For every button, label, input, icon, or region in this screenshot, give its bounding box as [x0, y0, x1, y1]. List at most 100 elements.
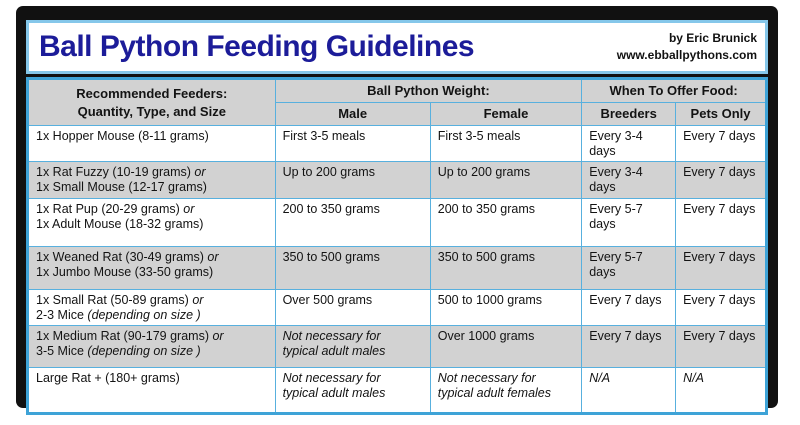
table-cell: First 3-5 meals: [429, 125, 583, 162]
table-cell: Over 500 grams: [274, 289, 431, 326]
table-cell: Every 7 days: [675, 289, 767, 326]
cell-line: Up to 200 grams: [437, 165, 531, 179]
cell-line: First 3-5 meals: [437, 129, 521, 143]
feeding-table: Recommended Feeders: Quantity, Type, and…: [26, 77, 768, 415]
table-cell: 1x Weaned Rat (30-49 grams) or 1x Jumbo M…: [27, 246, 276, 290]
cell-line: typical adult males: [282, 386, 386, 400]
cell-line: Every 7 days: [683, 165, 756, 179]
cell-line: 500 to 1000 grams: [437, 293, 542, 307]
cell-line: N/A: [683, 371, 704, 385]
table-cell: Every 5-7 days: [581, 246, 677, 290]
cell-line: typical adult males: [282, 344, 386, 358]
cell-line: 1x Rat Fuzzy (10-19 grams) or: [36, 165, 206, 179]
table-cell: 200 to 350 grams: [429, 198, 583, 247]
table-cell: Not necessary for typical adult males: [274, 367, 431, 414]
header-row-groups: Recommended Feeders: Quantity, Type, and…: [27, 78, 767, 126]
cell-line: Over 500 grams: [282, 293, 373, 307]
table-cell: Not necessary for typical adult males: [274, 325, 431, 368]
table-row: 1x Rat Fuzzy (10-19 grams) or 1x Small Mo…: [27, 161, 767, 199]
table-cell: 200 to 350 grams: [274, 198, 431, 247]
feeding-table-body: 1x Hopper Mouse (8-11 grams) First 3-5 me…: [27, 125, 767, 414]
table-row: 1x Weaned Rat (30-49 grams) or 1x Jumbo M…: [27, 246, 767, 290]
cell-line: Every 5-7 days: [589, 202, 643, 231]
cell-line: typical adult females: [437, 386, 552, 400]
cell-line: Every 7 days: [589, 329, 662, 343]
table-cell: Every 3-4 days: [581, 161, 677, 199]
header-row-subcolumns: Male Female Breeders Pets Only: [28, 102, 767, 126]
cell-line: Not necessary for: [282, 329, 381, 343]
header-feeders-line2: Quantity, Type, and Size: [77, 103, 226, 119]
header-feeders-line1: Recommended Feeders:: [76, 85, 228, 101]
table-cell: Every 7 days: [675, 161, 767, 199]
cell-line: First 3-5 meals: [282, 129, 366, 143]
cell-line: 1x Rat Pup (20-29 grams) or: [36, 202, 195, 216]
table-header: Recommended Feeders: Quantity, Type, and…: [27, 78, 767, 126]
cell-line: 1x Medium Rat (90-179 grams) or: [36, 329, 224, 343]
cell-line: Not necessary for: [282, 371, 381, 385]
cell-line: Up to 200 grams: [282, 165, 375, 179]
table-cell: 1x Rat Pup (20-29 grams) or 1x Adult Mous…: [27, 198, 276, 247]
table-cell: 350 to 500 grams: [274, 246, 431, 290]
header-offer-group: When To Offer Food:: [581, 78, 767, 103]
cell-line: 3-5 Mice (depending on size ): [36, 344, 201, 358]
credit-block: by Eric Brunick www.ebballpythons.com: [617, 30, 757, 64]
table-cell: 350 to 500 grams: [429, 246, 583, 290]
cell-line: Every 7 days: [683, 250, 756, 264]
cell-line: 1x Adult Mouse (18-32 grams): [36, 217, 204, 231]
table-cell: 500 to 1000 grams: [429, 289, 583, 326]
table-cell: Every 7 days: [675, 246, 767, 290]
title-bar: Ball Python Feeding Guidelines by Eric B…: [26, 20, 768, 74]
cell-line: 200 to 350 grams: [282, 202, 380, 216]
table-cell: N/A: [675, 367, 767, 414]
table-cell: Every 3-4 days: [581, 125, 677, 162]
cell-line: Every 7 days: [683, 293, 756, 307]
cell-line: 350 to 500 grams: [437, 250, 536, 264]
header-male: Male: [274, 102, 431, 126]
table-cell: 1x Rat Fuzzy (10-19 grams) or 1x Small Mo…: [27, 161, 276, 199]
header-pets-only: Pets Only: [675, 102, 767, 126]
cell-line: Over 1000 grams: [437, 329, 535, 343]
table-cell: 1x Hopper Mouse (8-11 grams): [27, 125, 276, 162]
cell-line: Large Rat + (180+ grams): [36, 371, 180, 385]
cell-line: 200 to 350 grams: [437, 202, 536, 216]
table-row: 1x Small Rat (50-89 grams) or 2-3 Mice (d…: [27, 289, 767, 326]
header-feeders: Recommended Feeders: Quantity, Type, and…: [27, 78, 276, 126]
header-breeders: Breeders: [581, 102, 677, 126]
table-cell: Large Rat + (180+ grams): [27, 367, 276, 414]
cell-line: 2-3 Mice (depending on size ): [36, 308, 201, 322]
credit-author: by Eric Brunick: [668, 31, 757, 46]
table-row: 1x Medium Rat (90-179 grams) or 3-5 Mice …: [27, 325, 767, 368]
cell-line: Every 7 days: [683, 129, 756, 143]
cell-line: 1x Jumbo Mouse (33-50 grams): [36, 265, 214, 279]
cell-line: Not necessary for: [437, 371, 536, 385]
cell-line: Every 7 days: [589, 293, 662, 307]
table-cell: Every 5-7 days: [581, 198, 677, 247]
table-cell: First 3-5 meals: [274, 125, 431, 162]
table-cell: 1x Small Rat (50-89 grams) or 2-3 Mice (d…: [27, 289, 276, 326]
table-cell: Over 1000 grams: [429, 325, 583, 368]
cell-line: Every 3-4 days: [589, 129, 643, 158]
table-row: 1x Rat Pup (20-29 grams) or 1x Adult Mous…: [27, 198, 767, 247]
table-cell: 1x Medium Rat (90-179 grams) or 3-5 Mice …: [27, 325, 276, 368]
cell-line: 1x Small Rat (50-89 grams) or: [36, 293, 204, 307]
cell-line: 350 to 500 grams: [282, 250, 380, 264]
feeding-guidelines-card: Ball Python Feeding Guidelines by Eric B…: [16, 6, 778, 415]
table-cell: Every 7 days: [581, 289, 677, 326]
cell-line: 1x Weaned Rat (30-49 grams) or: [36, 250, 219, 264]
header-weight-group: Ball Python Weight:: [274, 78, 583, 103]
table-cell: Not necessary for typical adult females: [429, 367, 583, 414]
table-cell: Every 7 days: [581, 325, 677, 368]
cell-line: 1x Small Mouse (12-17 grams): [36, 180, 207, 194]
table-cell: Every 7 days: [675, 198, 767, 247]
table-cell: Every 7 days: [675, 325, 767, 368]
cell-line: 1x Hopper Mouse (8-11 grams): [36, 129, 209, 143]
table-row: Large Rat + (180+ grams) Not necessary fo…: [27, 367, 767, 414]
cell-line: Every 5-7 days: [589, 250, 643, 279]
table-cell: Up to 200 grams: [274, 161, 431, 199]
cell-line: Every 7 days: [683, 202, 756, 216]
cell-line: N/A: [589, 371, 611, 385]
table-cell: Every 7 days: [675, 125, 767, 162]
cell-line: Every 3-4 days: [589, 165, 643, 194]
page-title: Ball Python Feeding Guidelines: [39, 30, 475, 63]
table-cell: N/A: [581, 367, 677, 414]
